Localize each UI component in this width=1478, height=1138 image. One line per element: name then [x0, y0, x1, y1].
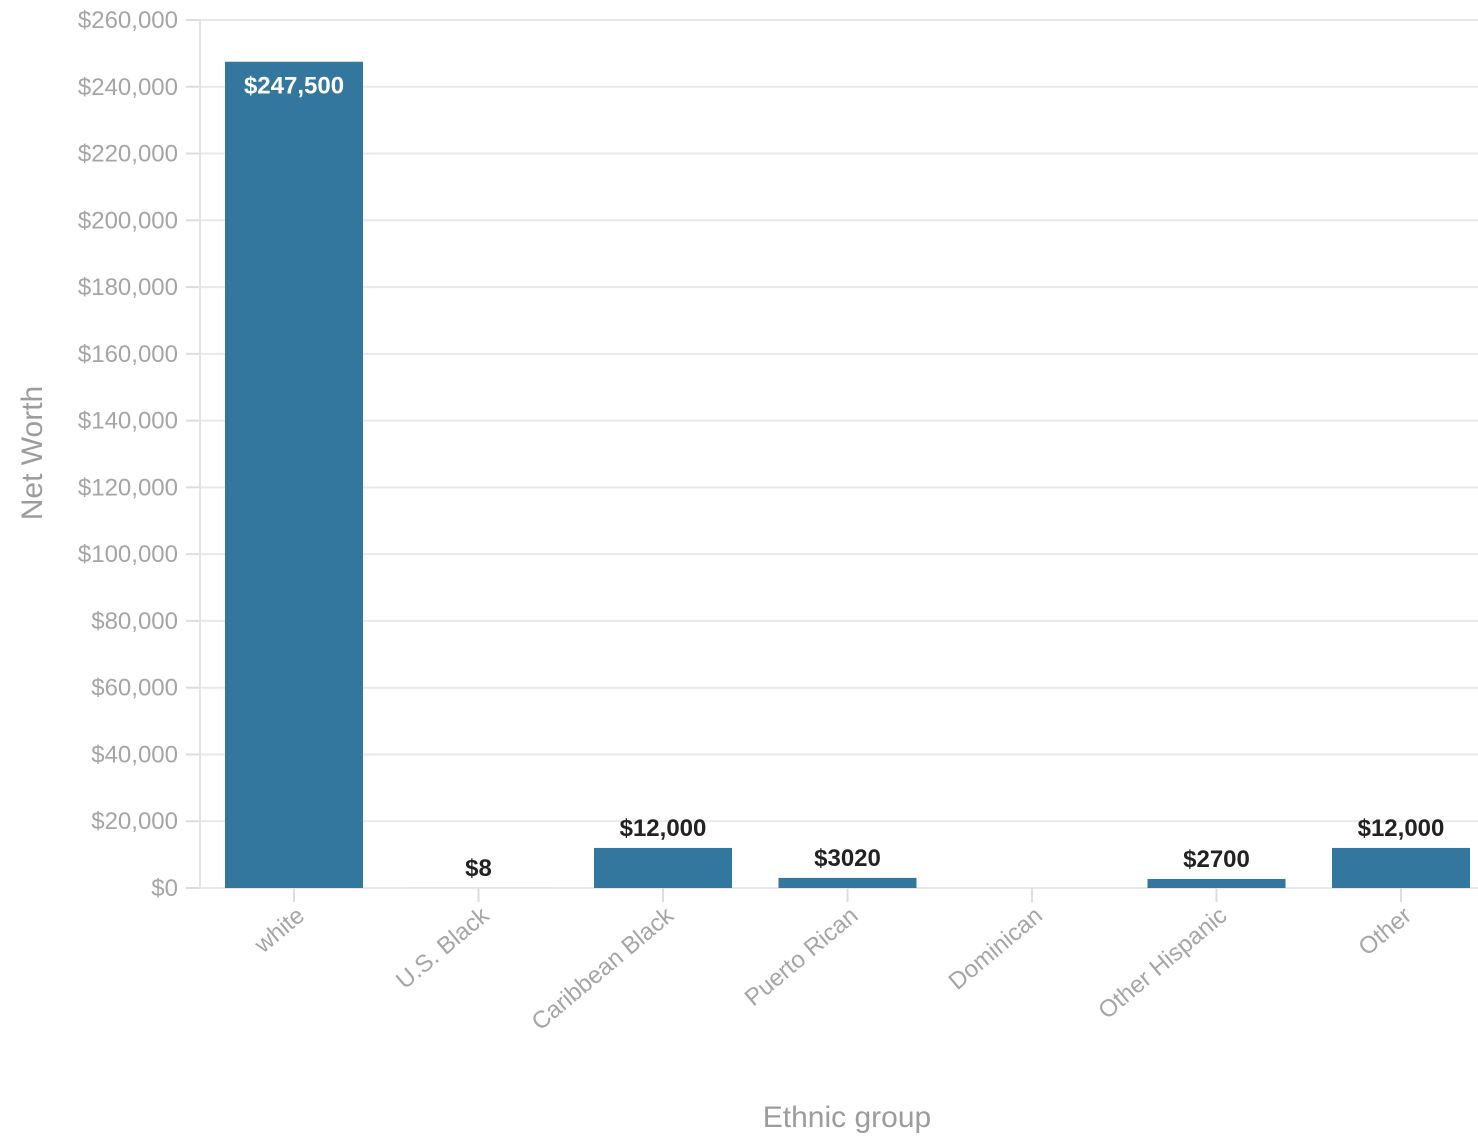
x-tick-label: Other: [1354, 902, 1417, 961]
y-tick-label: $200,000: [78, 207, 178, 234]
data-label: $8: [465, 855, 492, 882]
bar: [1147, 878, 1286, 888]
data-label: $2700: [1183, 846, 1250, 873]
y-tick-label: $180,000: [78, 274, 178, 301]
x-tick-label: Puerto Rican: [740, 902, 864, 1012]
y-tick-label: $120,000: [78, 474, 178, 501]
y-tick-label: $80,000: [91, 608, 178, 635]
y-tick-label: $160,000: [78, 341, 178, 368]
data-labels: $247,500 $8 $12,000 $3020 $2700 $12,000: [244, 73, 1444, 882]
data-label: $12,000: [1358, 815, 1445, 842]
bar: [594, 847, 732, 888]
y-tick-label: $140,000: [78, 408, 178, 435]
data-label: $12,000: [620, 815, 707, 842]
x-axis-title: Ethnic group: [763, 1101, 931, 1134]
grid-lines: [200, 19, 1478, 889]
bar: [778, 877, 917, 888]
y-tick-label: $60,000: [91, 675, 178, 702]
y-tick-label: $260,000: [78, 7, 178, 34]
y-axis-title: Net Worth: [16, 386, 49, 521]
y-tick-label: $20,000: [91, 808, 178, 835]
bar: [225, 61, 363, 888]
y-tick-label: $40,000: [91, 741, 178, 768]
x-tick-label: Dominican: [944, 902, 1048, 996]
y-tick-label: $100,000: [78, 541, 178, 568]
data-label: $3020: [814, 845, 881, 872]
x-tick-label: white: [249, 902, 310, 959]
bars: [225, 61, 1470, 888]
data-label: $247,500: [244, 73, 344, 100]
x-tick-label: U.S. Black: [391, 901, 495, 994]
x-tick-label: Caribbean Black: [527, 901, 680, 1036]
bar: [1332, 847, 1470, 888]
y-tick-label: $240,000: [78, 74, 178, 101]
y-tick-label: $0: [151, 875, 178, 902]
x-tick-label: Other Hispanic: [1093, 902, 1232, 1025]
y-tick-label: $220,000: [78, 141, 178, 168]
